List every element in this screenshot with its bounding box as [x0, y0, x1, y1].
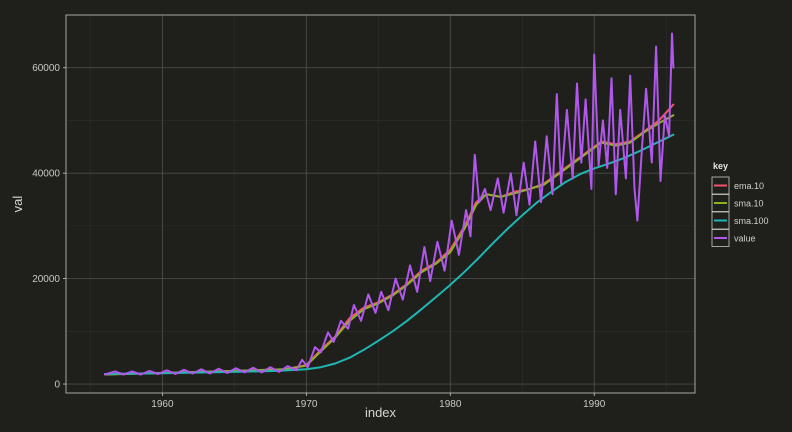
panel-border	[65, 14, 696, 394]
x-tick-label: 1990	[583, 399, 606, 410]
x-tick-label: 1960	[151, 399, 174, 410]
y-axis-title: val	[10, 196, 25, 213]
x-axis-ticks: 1960 1970 1980 1990	[151, 393, 606, 410]
legend: key ema.10 sma.10 sma.100 value	[711, 161, 769, 247]
x-axis-title: index	[365, 405, 397, 420]
y-tick-label: 20000	[32, 274, 60, 285]
x-tick-label: 1970	[295, 399, 318, 410]
grid	[66, 15, 695, 393]
legend-label: value	[734, 234, 756, 244]
legend-label: ema.10	[734, 181, 764, 191]
legend-title: key	[713, 161, 728, 171]
series-line-sma-100	[103, 133, 675, 375]
legend-label: sma.10	[734, 199, 764, 209]
x-tick-label: 1980	[439, 399, 462, 410]
series-line-sma-10	[103, 114, 675, 376]
y-tick-label: 60000	[32, 63, 60, 74]
series-lines	[103, 32, 675, 376]
legend-label: sma.100	[734, 216, 769, 226]
y-tick-label: 40000	[32, 169, 60, 180]
legend-items: ema.10 sma.10 sma.100 value	[711, 176, 769, 247]
y-axis-ticks: 0 20000 40000 60000	[32, 63, 66, 391]
series-line-value	[103, 32, 675, 376]
y-tick-label: 0	[54, 380, 60, 391]
